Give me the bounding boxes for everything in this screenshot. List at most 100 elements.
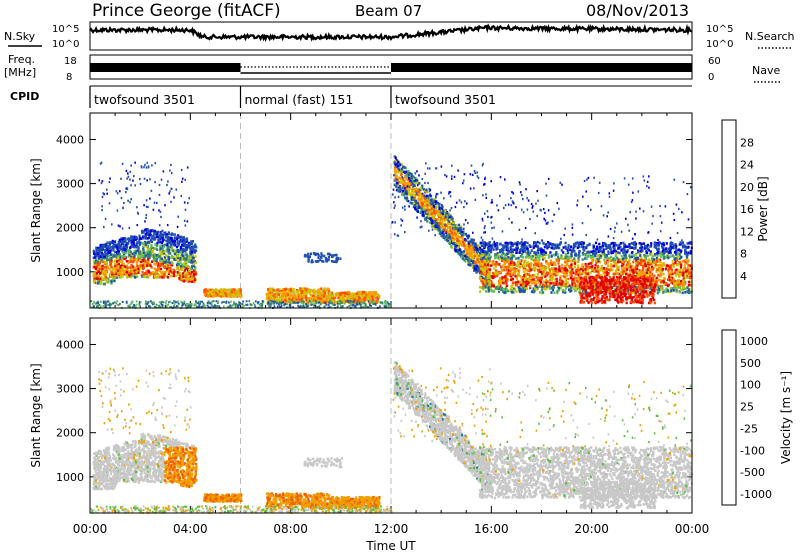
heatmap-cell [669, 245, 672, 248]
heatmap-cell [120, 196, 123, 200]
heatmap-cell [180, 194, 183, 198]
heatmap-cell [130, 273, 133, 276]
heatmap-cell [369, 295, 372, 298]
heatmap-cell [109, 260, 112, 264]
heatmap-cell [277, 293, 280, 297]
heatmap-cell [153, 302, 156, 305]
heatmap-cell [146, 229, 149, 233]
heatmap-cell [149, 253, 152, 257]
heatmap-cell [150, 245, 153, 249]
heatmap-cell [445, 224, 448, 228]
heatmap-cell [444, 173, 446, 177]
heatmap-cell [275, 291, 278, 294]
heatmap-cell [376, 296, 379, 299]
heatmap-cell [421, 214, 424, 217]
heatmap-cell [578, 277, 581, 280]
heatmap-cell [211, 291, 214, 295]
heatmap-cell [327, 291, 330, 294]
heatmap-cell [446, 236, 450, 239]
heatmap-cell [450, 231, 453, 235]
heatmap-cell [386, 305, 388, 308]
heatmap-cell [301, 287, 304, 291]
heatmap-cell [94, 281, 97, 284]
heatmap-cell [467, 259, 470, 262]
heatmap-cell [180, 263, 183, 266]
heatmap-cell [488, 262, 491, 265]
heatmap-cell [329, 295, 332, 298]
heatmap-cell [92, 256, 95, 259]
heatmap-cell [419, 211, 422, 214]
heatmap-cell [124, 251, 127, 255]
heatmap-cell [394, 204, 396, 207]
heatmap-cell [112, 241, 115, 245]
heatmap-cell [451, 216, 453, 219]
heatmap-cell [476, 171, 478, 174]
heatmap-cell [562, 257, 565, 261]
heatmap-cell [184, 265, 187, 269]
heatmap-cell [171, 262, 174, 265]
heatmap-cell [423, 200, 426, 203]
heatmap-cell [232, 293, 235, 297]
heatmap-cell [441, 228, 444, 232]
heatmap-cell [283, 303, 285, 306]
heatmap-cell [449, 223, 452, 226]
heatmap-cell [222, 294, 225, 297]
heatmap-cell [173, 305, 175, 308]
heatmap-cell [154, 305, 156, 308]
heatmap-cell [428, 221, 432, 224]
heatmap-cell [439, 225, 442, 229]
heatmap-cell [217, 301, 220, 303]
heatmap-cell [320, 287, 323, 291]
heatmap-cell [142, 249, 145, 252]
heatmap-cell [418, 182, 421, 185]
heatmap-cell [528, 262, 531, 266]
heatmap-cell [468, 254, 472, 258]
heatmap-cell [320, 255, 323, 259]
heatmap-cell [108, 302, 111, 305]
heatmap-cell [324, 289, 327, 292]
heatmap-cell [325, 258, 328, 262]
heatmap-cell [444, 215, 447, 218]
heatmap-cell [392, 193, 394, 196]
heatmap-cell [146, 251, 149, 255]
heatmap-cell [113, 254, 116, 258]
heatmap-cell [146, 228, 149, 231]
heatmap-cell [151, 164, 153, 167]
heatmap-cell [150, 260, 154, 263]
heatmap-cell [408, 185, 410, 188]
heatmap-cell [616, 281, 619, 285]
heatmap-cell [182, 275, 185, 278]
heatmap-cell [169, 236, 172, 240]
heatmap-cell [425, 201, 428, 205]
heatmap-cell [119, 190, 121, 193]
heatmap-cell [202, 302, 205, 305]
heatmap-cell [166, 224, 169, 227]
heatmap-cell [674, 247, 678, 250]
heatmap-cell [137, 249, 140, 252]
heatmap-cell [430, 221, 433, 225]
heatmap-cell [176, 237, 179, 241]
heatmap-cell [114, 243, 117, 247]
heatmap-cell [340, 297, 343, 301]
heatmap-cell [160, 215, 162, 219]
heatmap-cell [431, 228, 434, 231]
heatmap-cell [446, 211, 449, 215]
heatmap-cell [273, 305, 276, 308]
heatmap-cell [453, 234, 456, 237]
heatmap-cell [455, 231, 458, 234]
heatmap-cell [447, 241, 450, 244]
heatmap-cell [301, 305, 303, 308]
heatmap-cell [465, 244, 468, 247]
heatmap-cell [233, 288, 236, 291]
heatmap-cell [220, 291, 223, 294]
heatmap-cell [300, 289, 303, 293]
heatmap-cell [114, 270, 117, 273]
heatmap-cell [203, 290, 206, 294]
heatmap-cell [443, 197, 445, 200]
heatmap-cell [298, 299, 301, 302]
heatmap-cell [281, 297, 284, 301]
heatmap-cell [109, 306, 111, 309]
heatmap-cell [178, 236, 181, 239]
heatmap-cell [404, 205, 406, 208]
heatmap-cell [100, 161, 103, 164]
